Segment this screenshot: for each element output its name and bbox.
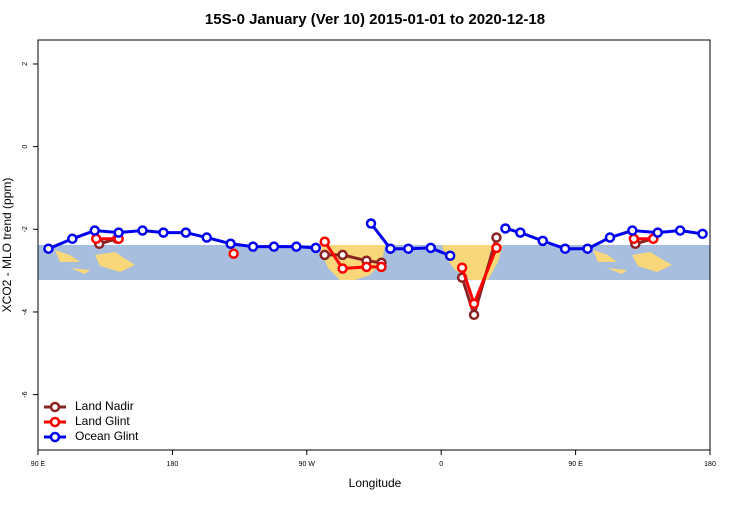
point	[361, 261, 372, 273]
x-tick-label: 90 E	[31, 461, 46, 468]
point	[385, 243, 396, 254]
point	[444, 250, 456, 261]
point	[604, 232, 616, 243]
x-axis-label: Longitude	[349, 476, 402, 490]
legend-marker	[49, 401, 61, 413]
point	[456, 262, 468, 273]
point	[201, 232, 212, 243]
point	[515, 227, 526, 238]
point	[468, 309, 480, 321]
point	[559, 243, 571, 254]
point	[365, 218, 377, 229]
point	[337, 249, 348, 261]
point	[319, 249, 330, 261]
point	[697, 228, 708, 240]
plot-frame	[37, 39, 711, 451]
y-tick-label: -2	[22, 226, 29, 232]
point	[268, 241, 280, 252]
legend-label: Ocean Glint	[75, 429, 139, 443]
point	[89, 225, 100, 236]
point	[247, 241, 259, 252]
point	[376, 261, 387, 273]
x-tick-label: 90 W	[299, 461, 316, 468]
series-line	[98, 237, 654, 320]
x-tick-label: 180	[704, 461, 716, 468]
point	[228, 248, 239, 259]
point	[158, 227, 169, 238]
point	[319, 236, 330, 247]
legend-marker	[49, 416, 61, 428]
point	[652, 227, 663, 238]
land	[55, 250, 135, 274]
legend-label: Land Nadir	[75, 399, 134, 413]
y-tick-label: -4	[22, 309, 29, 315]
legend-label: Land Glint	[75, 414, 130, 428]
point	[180, 227, 192, 238]
point	[337, 263, 348, 274]
x-tick-label: 0	[439, 461, 443, 468]
x-tick-label: 90 E	[568, 461, 583, 468]
point	[43, 243, 54, 254]
point	[225, 238, 236, 250]
y-axis-label: XCO2 - MLO trend (ppm)	[0, 178, 14, 313]
chart-title: 15S-0 January (Ver 10) 2015-01-01 to 202…	[205, 11, 545, 28]
series-line	[96, 237, 654, 309]
point	[67, 233, 78, 245]
point	[491, 232, 502, 243]
point	[113, 227, 124, 238]
land	[593, 250, 672, 274]
point	[403, 243, 414, 254]
point	[627, 225, 638, 236]
point	[582, 243, 593, 254]
point	[674, 225, 686, 236]
point	[90, 233, 102, 245]
point	[537, 235, 548, 247]
legend-marker	[49, 431, 61, 443]
point	[628, 233, 640, 245]
point	[500, 223, 511, 234]
x-tick-label: 180	[167, 461, 179, 468]
y-tick-label: 0	[22, 145, 29, 149]
point	[291, 241, 302, 252]
point	[310, 242, 322, 254]
point	[491, 242, 502, 254]
point	[137, 225, 148, 236]
y-tick-label: -6	[22, 391, 29, 397]
point	[425, 242, 436, 254]
point	[468, 298, 480, 309]
y-tick-label: 2	[22, 62, 29, 66]
